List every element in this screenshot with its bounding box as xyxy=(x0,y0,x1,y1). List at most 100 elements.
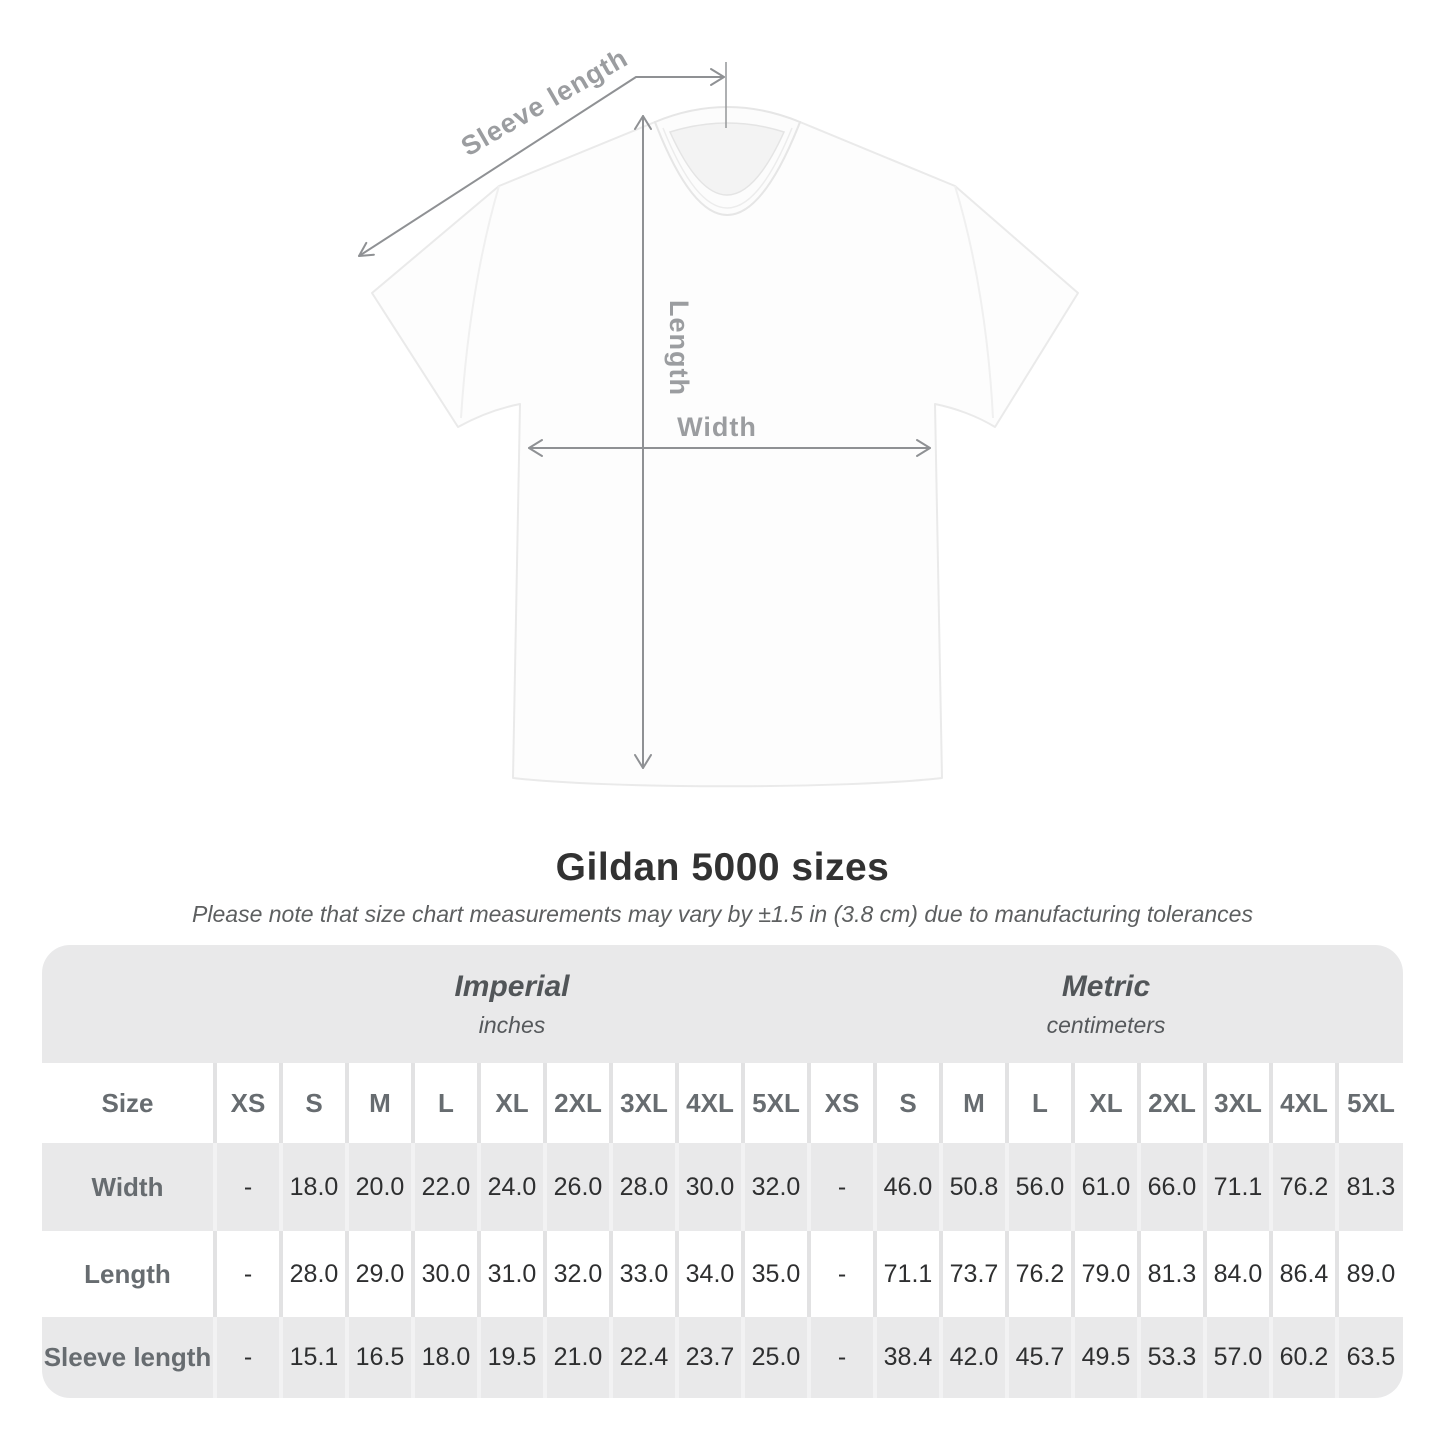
row-label: Length xyxy=(42,1231,215,1317)
data-cell: - xyxy=(213,1143,281,1231)
data-cell: 89.0 xyxy=(1335,1231,1403,1317)
data-cell: - xyxy=(807,1143,875,1231)
data-cell: - xyxy=(807,1317,875,1398)
size-header-cell: L xyxy=(411,1063,479,1143)
size-column-header: Size xyxy=(42,1063,215,1143)
size-header-cell: 5XL xyxy=(741,1063,809,1143)
size-header-cell: 2XL xyxy=(1137,1063,1205,1143)
collar-opening xyxy=(668,122,786,196)
collar-ribbing-seam xyxy=(662,127,793,209)
data-cell: 81.3 xyxy=(1137,1231,1205,1317)
size-header-cell: 4XL xyxy=(1269,1063,1337,1143)
data-cell: 76.2 xyxy=(1005,1231,1073,1317)
data-cell: 24.0 xyxy=(477,1143,545,1231)
data-cell: 29.0 xyxy=(345,1231,413,1317)
data-cell: 53.3 xyxy=(1137,1317,1205,1398)
data-cell: 22.4 xyxy=(609,1317,677,1398)
data-cell: 33.0 xyxy=(609,1231,677,1317)
data-cell: 86.4 xyxy=(1269,1231,1337,1317)
data-cell: 26.0 xyxy=(543,1143,611,1231)
sleeve-length-arrow xyxy=(358,68,725,257)
size-header-cell: 4XL xyxy=(675,1063,743,1143)
size-header-cell: XS xyxy=(213,1063,281,1143)
data-cell: 19.5 xyxy=(477,1317,545,1398)
data-cell: 60.2 xyxy=(1269,1317,1337,1398)
caption-block: Gildan 5000 sizes Please note that size … xyxy=(0,846,1445,928)
data-cell: 30.0 xyxy=(411,1231,479,1317)
size-header-cell: 3XL xyxy=(609,1063,677,1143)
data-cell: 79.0 xyxy=(1071,1231,1139,1317)
size-header-cell: XL xyxy=(1071,1063,1139,1143)
size-header-cell: XS xyxy=(807,1063,875,1143)
data-cell: 25.0 xyxy=(741,1317,809,1398)
left-sleeve-seam xyxy=(460,185,500,419)
size-header-cell: 5XL xyxy=(1335,1063,1403,1143)
data-cell: 22.0 xyxy=(411,1143,479,1231)
size-header-cell: 2XL xyxy=(543,1063,611,1143)
right-sleeve-seam xyxy=(954,185,994,419)
data-cell: - xyxy=(213,1317,281,1398)
size-header-cell: S xyxy=(279,1063,347,1143)
data-cell: 18.0 xyxy=(411,1317,479,1398)
data-cell: 71.1 xyxy=(1203,1143,1271,1231)
data-cell: 49.5 xyxy=(1071,1317,1139,1398)
data-cell: 18.0 xyxy=(279,1143,347,1231)
data-cell: 71.1 xyxy=(873,1231,941,1317)
data-cell: 42.0 xyxy=(939,1317,1007,1398)
size-header-cell: 3XL xyxy=(1203,1063,1271,1143)
table-row-sleeve-length: Sleeve length - 15.1 16.5 18.0 19.5 21.0… xyxy=(42,1317,1403,1398)
unit-header-row: Imperial inches Metric centimeters xyxy=(42,945,1403,1063)
data-cell: 20.0 xyxy=(345,1143,413,1231)
tshirt-measurement-diagram: Sleeve length Length Width xyxy=(358,42,1079,788)
data-cell: 35.0 xyxy=(741,1231,809,1317)
table-row-length: Length - 28.0 29.0 30.0 31.0 32.0 33.0 3… xyxy=(42,1231,1403,1317)
data-cell: 45.7 xyxy=(1005,1317,1073,1398)
unit-header-corner xyxy=(42,945,215,1063)
data-cell: 81.3 xyxy=(1335,1143,1403,1231)
data-cell: 76.2 xyxy=(1269,1143,1337,1231)
length-label: Length xyxy=(664,300,694,396)
metric-title: Metric xyxy=(1061,969,1151,1003)
data-cell: 73.7 xyxy=(939,1231,1007,1317)
imperial-header: Imperial inches xyxy=(215,945,809,1063)
data-cell: 34.0 xyxy=(675,1231,743,1317)
size-header-row: Size XS S M L XL 2XL 3XL 4XL 5XL XS S M … xyxy=(42,1063,1403,1143)
data-cell: 38.4 xyxy=(873,1317,941,1398)
data-cell: 84.0 xyxy=(1203,1231,1271,1317)
data-cell: 28.0 xyxy=(609,1143,677,1231)
size-header-cell: S xyxy=(873,1063,941,1143)
size-header-cell: M xyxy=(939,1063,1007,1143)
data-cell: 50.8 xyxy=(939,1143,1007,1231)
size-chart-table: Imperial inches Metric centimeters Size … xyxy=(42,945,1403,1398)
metric-header: Metric centimeters xyxy=(809,945,1403,1063)
row-label: Sleeve length xyxy=(42,1317,215,1398)
data-cell: 31.0 xyxy=(477,1231,545,1317)
width-arrow xyxy=(528,439,931,457)
page-title: Gildan 5000 sizes xyxy=(555,846,890,889)
data-cell: 15.1 xyxy=(279,1317,347,1398)
imperial-unit: inches xyxy=(478,1011,546,1038)
data-cell: 63.5 xyxy=(1335,1317,1403,1398)
data-cell: 66.0 xyxy=(1137,1143,1205,1231)
tolerance-note: Please note that size chart measurements… xyxy=(192,901,1253,927)
size-header-cell: M xyxy=(345,1063,413,1143)
imperial-title: Imperial xyxy=(454,969,570,1003)
length-arrow xyxy=(634,115,652,769)
data-cell: - xyxy=(807,1231,875,1317)
data-cell: 56.0 xyxy=(1005,1143,1073,1231)
row-label: Width xyxy=(42,1143,215,1231)
data-cell: 61.0 xyxy=(1071,1143,1139,1231)
data-cell: 21.0 xyxy=(543,1317,611,1398)
data-cell: 46.0 xyxy=(873,1143,941,1231)
data-cell: 32.0 xyxy=(543,1231,611,1317)
table-row-width: Width - 18.0 20.0 22.0 24.0 26.0 28.0 30… xyxy=(42,1143,1403,1231)
data-cell: - xyxy=(213,1231,281,1317)
size-header-cell: L xyxy=(1005,1063,1073,1143)
data-cell: 32.0 xyxy=(741,1143,809,1231)
size-chart: Imperial inches Metric centimeters Size … xyxy=(42,945,1403,1398)
size-header-cell: XL xyxy=(477,1063,545,1143)
tshirt-body xyxy=(371,121,1079,788)
width-label: Width xyxy=(677,412,757,442)
data-cell: 16.5 xyxy=(345,1317,413,1398)
metric-unit: centimeters xyxy=(1046,1011,1166,1038)
